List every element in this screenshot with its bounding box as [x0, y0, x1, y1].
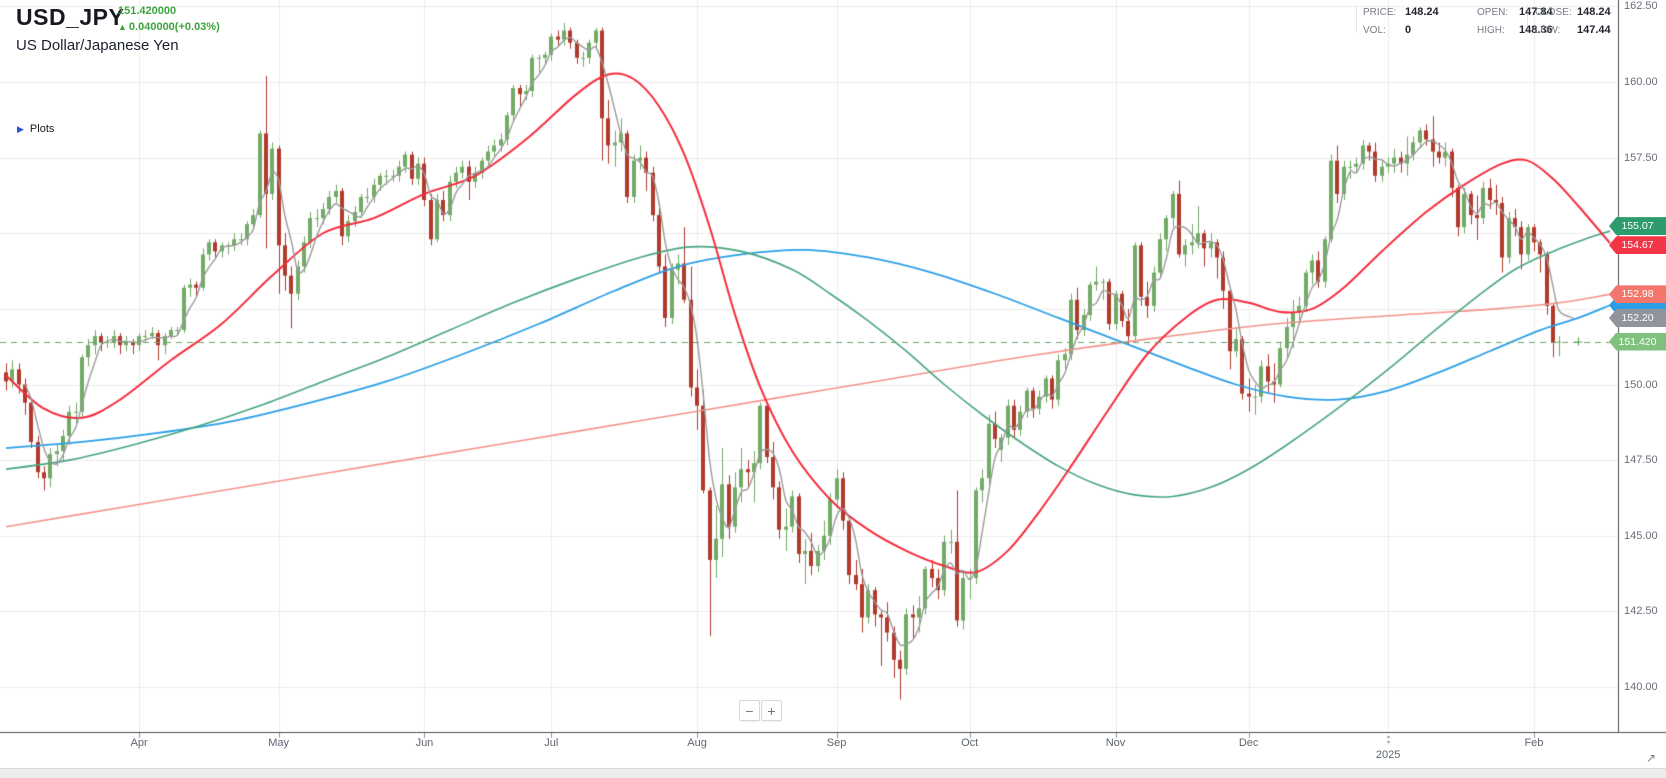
price-axis-label: 145.00 — [1624, 529, 1658, 542]
price-axis-label: 147.50 — [1624, 454, 1658, 467]
ohlc-row: VOL: 0 — [1363, 21, 1439, 39]
price-axis-label: 157.50 — [1624, 151, 1658, 164]
zoom-out-button[interactable]: − — [739, 700, 760, 721]
price-axis-label: 162.50 — [1624, 0, 1658, 13]
collapse-arrow-icon: ▶ — [17, 123, 24, 134]
month-label: Jun — [415, 737, 434, 749]
ohlc-row: CLOSE: 148.24 — [1535, 3, 1611, 21]
ohlc-column: CLOSE: 148.24 LOW: 147.44 — [1535, 3, 1611, 39]
symbol-name[interactable]: USD_JPY — [16, 4, 125, 30]
change-value: 0.040000(+0.03%) — [128, 21, 220, 33]
ohlc-row: PRICE: 148.24 — [1363, 3, 1439, 21]
plots-toggle[interactable]: ▶ Plots — [17, 123, 54, 135]
ohlc-row: OPEN: 147.84 — [1477, 3, 1553, 21]
year-label: 2025 — [1375, 749, 1401, 761]
ohlc-row: LOW: 147.44 — [1535, 21, 1611, 39]
ohlc-label: VOL: — [1363, 25, 1386, 36]
price-tag: 151.420 — [1609, 332, 1666, 351]
zoom-controls: − + — [739, 700, 783, 721]
ohlc-value: 0 — [1405, 24, 1412, 36]
ohlc-separator — [1356, 5, 1357, 33]
ohlc-label: LOW: — [1535, 25, 1561, 36]
month-label: Dec — [1238, 737, 1259, 749]
expand-icon[interactable]: ↗ — [1646, 751, 1657, 765]
symbol-description: US Dollar/Japanese Yen — [16, 37, 179, 54]
month-label: Aug — [687, 737, 707, 749]
up-arrow-icon: ▲ — [118, 22, 127, 32]
ohlc-column: OPEN: 147.84 HIGH: 148.36 — [1477, 3, 1553, 39]
plots-label: Plots — [29, 123, 55, 135]
ohlc-value: 148.36 — [1519, 24, 1553, 36]
ohlc-label: HIGH: — [1477, 25, 1505, 36]
month-label: Nov — [1105, 737, 1126, 749]
ohlc-value: 148.24 — [1405, 6, 1439, 18]
price-axis-label: 140.00 — [1624, 681, 1658, 693]
month-label: Oct — [961, 737, 979, 749]
ohlc-separator — [1527, 5, 1528, 33]
month-label: May — [268, 737, 289, 749]
price-change: ▲ 0.040000(+0.03%) — [118, 21, 220, 33]
last-price: 151.420000 — [118, 5, 177, 17]
ohlc-label: CLOSE: — [1535, 7, 1572, 18]
ohlc-value: 148.24 — [1577, 6, 1611, 18]
price-axis-label: 142.50 — [1624, 605, 1658, 618]
price-axis-label: 160.00 — [1624, 76, 1658, 88]
ohlc-row: HIGH: 148.36 — [1477, 21, 1553, 39]
price-tag: 155.07 — [1609, 217, 1666, 236]
month-label: Apr — [130, 737, 148, 749]
price-tag: 154.67 — [1609, 236, 1666, 255]
ohlc-label: OPEN: — [1477, 7, 1509, 18]
price-tag: 152.20 — [1609, 308, 1666, 327]
ohlc-value: 147.84 — [1519, 6, 1553, 18]
price-axis-label: 150.00 — [1624, 378, 1658, 391]
price-tag: 152.98 — [1609, 285, 1666, 304]
month-label: Sep — [826, 737, 847, 749]
zoom-in-button[interactable]: + — [761, 700, 782, 721]
month-label: Jul — [544, 737, 559, 749]
quote-block: 151.420000 ▲ 0.040000(+0.03%) — [118, 5, 338, 35]
ohlc-label: PRICE: — [1363, 7, 1397, 18]
month-label: Feb — [1524, 737, 1544, 749]
ohlc-value: 147.44 — [1577, 24, 1611, 36]
ohlc-column: PRICE: 148.24 VOL: 0 — [1363, 3, 1439, 39]
bottom-scrollbar[interactable] — [0, 768, 1666, 778]
symbol-header: USD_JPY 151.420000 ▲ 0.040000(+0.03%) US … — [16, 4, 220, 54]
